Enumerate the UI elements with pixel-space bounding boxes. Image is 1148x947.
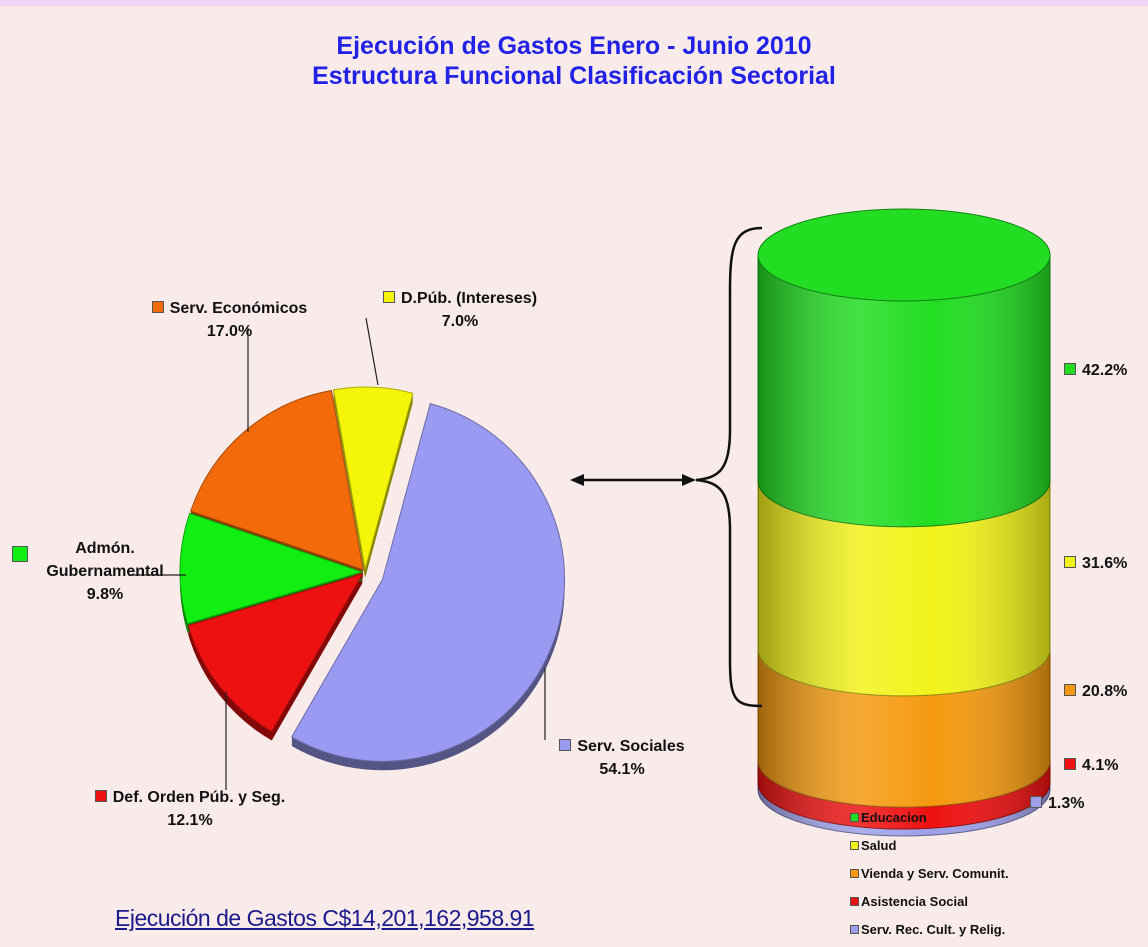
legend-label: Asistencia Social xyxy=(861,894,968,909)
value-label: 42.2% xyxy=(1082,362,1128,379)
value-label: 4.1% xyxy=(1082,757,1119,774)
cylinder xyxy=(757,208,1051,837)
legend-swatch xyxy=(1064,556,1076,568)
legend-swatch xyxy=(1030,796,1042,808)
legend-entry: Serv. Rec. Cult. y Relig. xyxy=(850,922,1005,937)
legend-label: Vienda y Serv. Comunit. xyxy=(861,866,1009,881)
value-label: 9.8% xyxy=(86,586,124,603)
brace xyxy=(695,226,763,708)
pie-label: Def. Orden Púb. y Seg. 12.1% xyxy=(65,786,315,832)
value-label: 54.1% xyxy=(599,761,645,778)
cylinder-shade xyxy=(758,761,1050,830)
pie-slice xyxy=(179,512,364,625)
legend-label: Educacion xyxy=(861,810,927,825)
legend-swatch xyxy=(850,869,859,878)
category-label: Serv. Económicos xyxy=(169,300,308,317)
value-label-box: 4.1% xyxy=(1064,757,1118,775)
category-label: Admón. Gubernamental xyxy=(46,540,164,580)
leader-lines xyxy=(128,317,546,790)
legend-label: Serv. Rec. Cult. y Relig. xyxy=(861,922,1006,937)
leader-line xyxy=(365,317,379,386)
connector xyxy=(570,226,763,708)
legend-entry: Asistencia Social xyxy=(850,894,968,909)
cylinder-shade xyxy=(758,480,1050,696)
category-label: D.Púb. (Intereses) xyxy=(400,290,538,307)
category-label: Serv. Sociales xyxy=(577,738,685,755)
legend-swatch xyxy=(850,841,859,850)
legend-swatch xyxy=(151,301,164,313)
legend-swatch xyxy=(850,925,859,934)
pie-slice xyxy=(190,389,364,571)
pie-label: D.Púb. (Intereses) 7.0% xyxy=(365,287,555,333)
legend-swatch xyxy=(94,790,107,802)
value-label: 31.6% xyxy=(1082,555,1128,572)
footer: Ejecución de Gastos C$14,201,162,958.91 xyxy=(115,905,535,931)
value-label: 1.3% xyxy=(1048,795,1085,812)
value-label: 17.0% xyxy=(206,323,253,340)
value-label-box: 20.8% xyxy=(1064,683,1127,701)
cylinder-shade xyxy=(758,255,1050,527)
pie-slice xyxy=(290,403,565,762)
legend-label: Salud xyxy=(861,838,897,853)
value-label: 7.0% xyxy=(441,313,479,330)
value-label-box: 31.6% xyxy=(1064,555,1127,573)
pie xyxy=(179,386,565,771)
value-label-box: 1.3% xyxy=(1030,795,1084,813)
legend-swatch xyxy=(1064,758,1076,770)
legend-entry: Educacion xyxy=(850,810,927,825)
legend-swatch xyxy=(850,897,859,906)
value-label: 20.8% xyxy=(1082,683,1128,700)
pie-slice xyxy=(187,573,364,733)
pie-label: Admón. Gubernamental 9.8% xyxy=(40,537,170,606)
cylinder-top xyxy=(757,208,1051,302)
legend-swatch xyxy=(850,813,859,822)
legend-entry: Vienda y Serv. Comunit. xyxy=(850,866,1009,881)
value-label: 12.1% xyxy=(167,812,213,829)
legend-swatch xyxy=(1064,684,1076,696)
title: Ejecución de Gastos Enero - Junio 2010 xyxy=(336,32,812,60)
pie-slice xyxy=(332,386,414,570)
arrow-head xyxy=(570,474,696,486)
cylinder-shade xyxy=(758,649,1050,808)
subtitle: Estructura Funcional Clasificación Secto… xyxy=(312,62,836,90)
pie-label: Serv. Sociales 54.1% xyxy=(542,735,702,781)
pie-label: Serv. Económicos 17.0% xyxy=(132,297,327,343)
legend-swatch xyxy=(559,739,572,751)
category-label: Def. Orden Púb. y Seg. xyxy=(112,789,286,806)
legend-swatch xyxy=(12,546,28,562)
legend-entry: Salud xyxy=(850,838,896,853)
legend-swatch xyxy=(382,291,395,303)
value-label-box: 42.2% xyxy=(1064,362,1127,380)
legend-swatch xyxy=(1064,363,1076,375)
